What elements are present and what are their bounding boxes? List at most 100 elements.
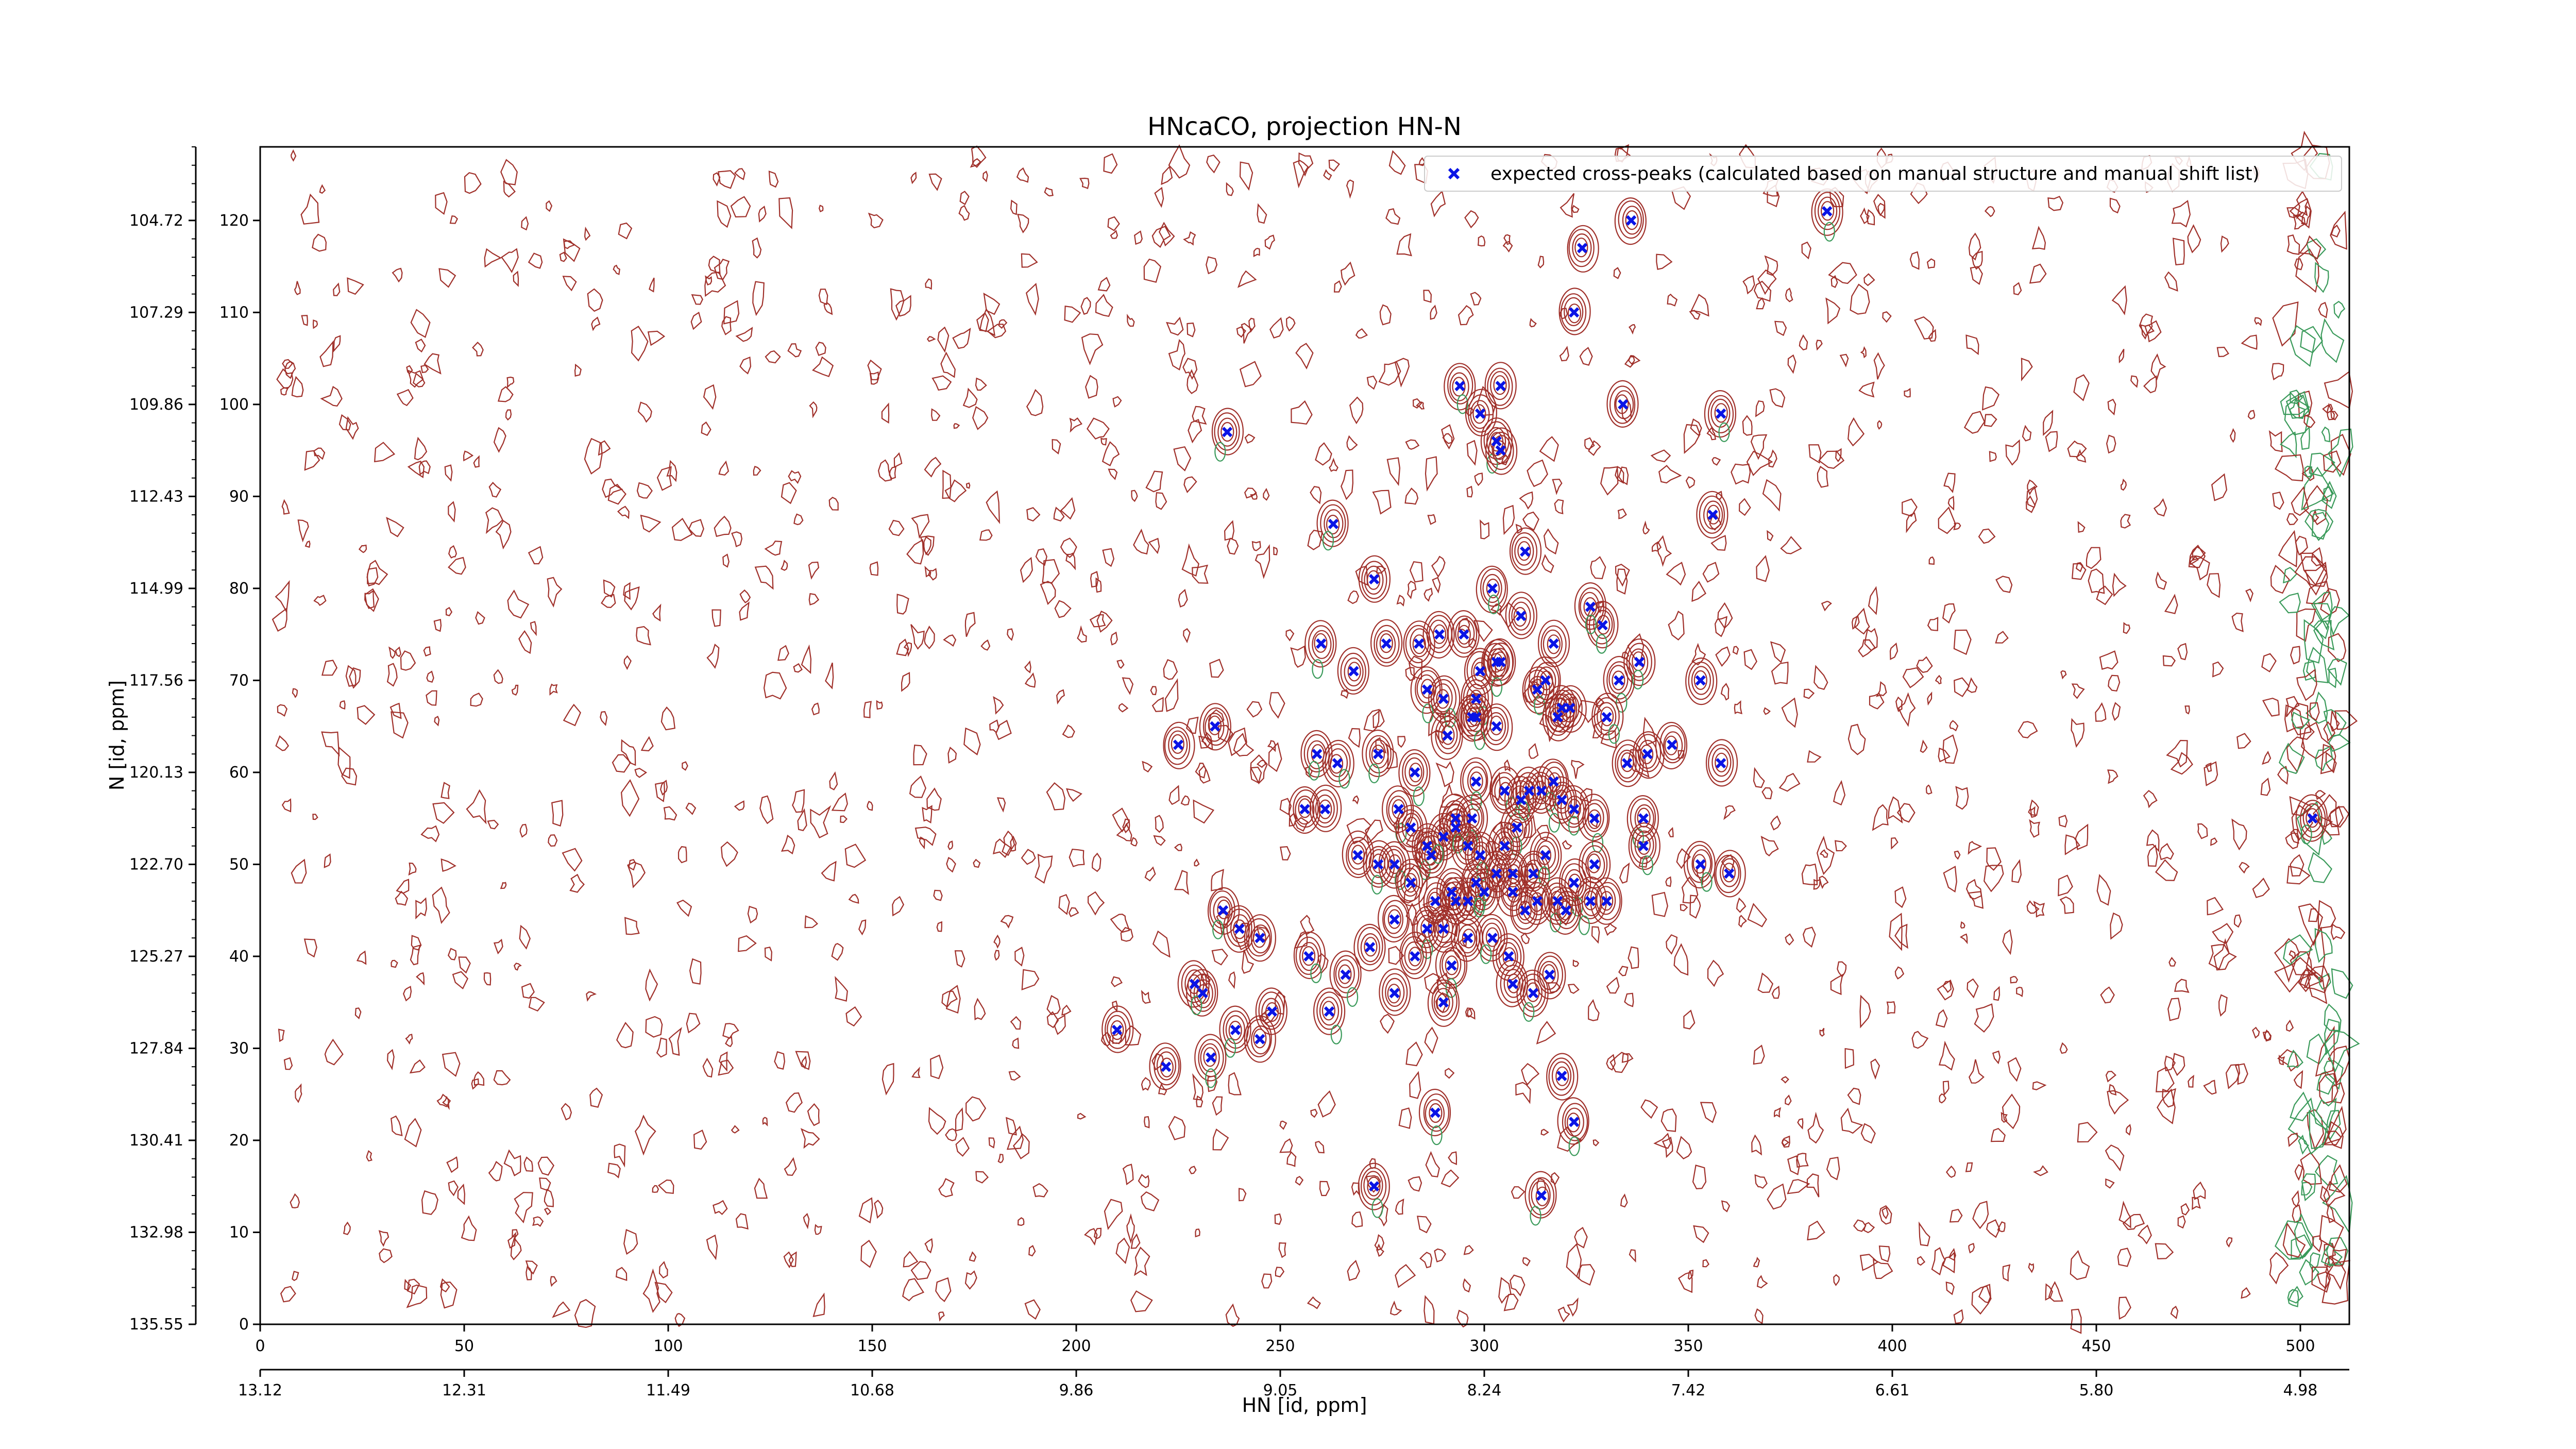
peak-contour-ring	[1467, 766, 1487, 796]
noise-contour	[2033, 1165, 2048, 1176]
noise-contour	[1656, 254, 1673, 270]
noise-contour	[2241, 1287, 2251, 1299]
noise-contour	[550, 1276, 557, 1287]
edge-contour	[2312, 602, 2332, 631]
cross-peak-marker	[1470, 877, 1482, 888]
noise-contour	[333, 335, 341, 353]
cross-peak-marker	[1491, 436, 1502, 447]
peak-contour-ring	[1265, 1002, 1279, 1022]
noise-contour	[448, 545, 457, 559]
noise-contour	[2119, 1200, 2131, 1228]
noise-contour	[636, 626, 651, 646]
noise-contour	[1785, 288, 1793, 302]
peak-contour-ring	[1545, 697, 1571, 736]
noise-contour	[1927, 617, 1939, 631]
noise-contour	[301, 315, 309, 326]
noise-contour	[1685, 476, 1696, 489]
peak-contour-ring	[1424, 846, 1438, 866]
peak-contour-ring	[1209, 890, 1235, 929]
peak-contour-ring	[1637, 835, 1651, 855]
noise-contour	[702, 1057, 714, 1078]
noise-contour	[471, 1078, 479, 1090]
noise-contour	[1767, 1183, 1787, 1210]
cross-peak-marker	[1561, 905, 1571, 916]
noise-contour	[1889, 642, 1899, 660]
noise-contour	[982, 171, 988, 182]
edge-contour	[2304, 561, 2328, 587]
edge-contour	[2303, 965, 2330, 993]
cross-peak-marker	[1540, 850, 1551, 861]
peak-contour-ring	[1244, 914, 1276, 962]
noise-contour	[1780, 536, 1802, 554]
peak-contour-ring	[1433, 683, 1453, 713]
noise-contour	[722, 1023, 739, 1039]
peak-contour-ring	[1591, 693, 1624, 740]
noise-contour	[395, 646, 401, 658]
noise-contour	[1268, 742, 1282, 772]
negative-contour-ring	[1585, 614, 1597, 634]
noise-contour	[689, 958, 702, 985]
noise-contour	[1046, 995, 1061, 1016]
peak-contour-ring	[2306, 808, 2319, 828]
noise-contour	[1753, 767, 1765, 788]
noise-contour	[1315, 442, 1332, 466]
noise-contour	[1942, 981, 1952, 993]
peak-contour-ring	[1537, 759, 1569, 806]
noise-contour	[291, 376, 304, 398]
edge-contour	[2316, 1071, 2336, 1095]
negative-contour-ring	[1322, 531, 1334, 551]
noise-contour	[2077, 1122, 2098, 1143]
noise-contour	[1755, 400, 1765, 417]
peak-contour-ring	[1552, 784, 1572, 814]
noise-contour	[931, 408, 941, 421]
negative-contour-ring	[1371, 874, 1383, 895]
noise-contour	[1974, 1003, 1994, 1033]
y-secondary-tick-label: 114.99	[129, 580, 183, 598]
noise-contour	[1434, 1248, 1446, 1262]
peak-contour-ring	[1483, 706, 1509, 746]
noise-contour	[1152, 930, 1171, 958]
noise-contour	[1859, 995, 1871, 1029]
noise-contour	[1860, 346, 1867, 359]
edge-contour	[2317, 1271, 2330, 1290]
noise-contour	[2105, 1144, 2125, 1172]
noise-contour	[1341, 469, 1354, 500]
x-secondary-tick-label: 6.61	[1875, 1381, 1910, 1400]
noise-contour	[2075, 562, 2083, 572]
noise-contour	[1430, 305, 1437, 320]
peak-contour-ring	[1383, 905, 1403, 934]
peak-contour-ring	[1595, 882, 1621, 920]
noise-contour	[1706, 426, 1716, 441]
noise-contour	[1423, 587, 1433, 602]
noise-contour	[324, 853, 331, 868]
peak-contour-ring	[1557, 785, 1589, 833]
noise-contour	[1142, 761, 1153, 773]
peak-contour-ring	[1295, 936, 1321, 975]
cross-peak-marker	[1532, 896, 1543, 906]
noise-contour	[815, 342, 826, 356]
noise-contour	[2286, 865, 2311, 885]
noise-contour	[1211, 869, 1224, 891]
negative-contour-ring	[1205, 1068, 1217, 1088]
noise-contour	[2188, 1074, 2194, 1088]
noise-contour	[913, 744, 927, 766]
peak-contour-ring	[1577, 881, 1603, 920]
negative-contour-ring	[1530, 1206, 1541, 1226]
noise-contour	[347, 277, 364, 295]
noise-contour	[356, 950, 367, 965]
edge-contour	[2328, 1045, 2350, 1084]
noise-contour	[1529, 743, 1539, 759]
edge-contour	[2321, 1260, 2350, 1305]
noise-contour	[1858, 639, 1876, 658]
noise-contour	[795, 1051, 811, 1070]
peak-contour-ring	[1252, 928, 1266, 948]
x-tick-label: 100	[653, 1337, 683, 1355]
noise-contour	[1224, 520, 1235, 541]
peak-contour-ring	[1449, 372, 1469, 401]
x-tick-label: 250	[1265, 1337, 1295, 1355]
y-secondary-tick-label: 132.98	[129, 1223, 183, 1241]
noise-contour	[788, 470, 802, 484]
noise-contour	[2112, 702, 2121, 721]
noise-contour	[2261, 653, 2277, 672]
peak-contour-ring	[1362, 729, 1394, 778]
